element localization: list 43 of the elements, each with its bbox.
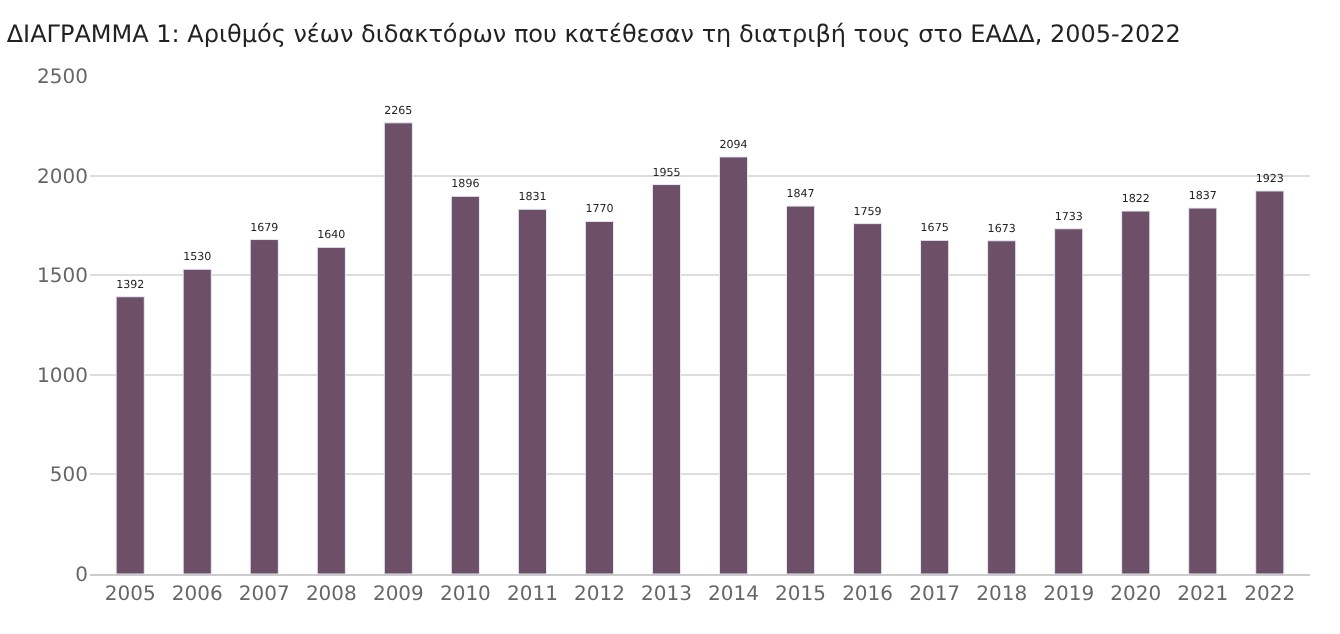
chart-title: ΔΙΑΓΡΑΜΜΑ 1: Αριθμός νέων διδακτόρων που κατέθεσαν τη διατριβή τους στο ΕΑΔΔ, 2005-2022 xyxy=(6,20,1181,49)
x-tick-label: 2007 xyxy=(238,584,290,606)
bar xyxy=(1255,190,1285,574)
x-tick-label: 2019 xyxy=(1043,584,1095,606)
x-tick-label: 2014 xyxy=(708,584,759,606)
x-tick-label: 2016 xyxy=(842,584,894,606)
bar xyxy=(383,122,413,574)
bar xyxy=(987,240,1017,574)
x-tick-label: 2012 xyxy=(574,584,625,606)
bar xyxy=(517,208,547,574)
x-tick-label: 2013 xyxy=(641,584,692,606)
x-tick-label: 2011 xyxy=(506,584,558,606)
bar xyxy=(584,220,615,574)
bar xyxy=(182,268,212,574)
x-tick-label: 2015 xyxy=(775,584,826,606)
y-tick-label: 0 xyxy=(75,565,88,587)
bar xyxy=(853,223,883,574)
y-tick-label: 500 xyxy=(49,465,88,488)
x-tick-label: 2010 xyxy=(439,584,491,606)
x-tick-label: 2009 xyxy=(372,584,424,606)
bar xyxy=(920,239,950,574)
bar xyxy=(249,239,279,574)
x-tick-label: 2017 xyxy=(909,584,961,606)
x-tick-label: 2006 xyxy=(171,584,223,606)
y-tick-label: 1500 xyxy=(37,266,88,289)
bar xyxy=(115,296,145,574)
bar xyxy=(785,205,816,574)
bar xyxy=(316,246,346,574)
y-tick-label: 1000 xyxy=(37,365,88,388)
y-tick-label: 2000 xyxy=(37,166,88,189)
y-tick-label: 2500 xyxy=(37,67,88,89)
bar xyxy=(1121,210,1151,574)
x-tick-label: 2020 xyxy=(1110,584,1162,606)
x-tick-label: 2008 xyxy=(305,584,357,606)
x-tick-label: 2005 xyxy=(104,584,156,606)
bar xyxy=(651,184,682,574)
x-tick-label: 2022 xyxy=(1244,584,1296,606)
bar xyxy=(718,156,749,574)
x-tick-label: 2018 xyxy=(976,584,1028,606)
x-tick-label: 2021 xyxy=(1177,584,1229,606)
bar xyxy=(1054,228,1084,574)
bar xyxy=(450,195,480,574)
bar xyxy=(1188,207,1218,574)
